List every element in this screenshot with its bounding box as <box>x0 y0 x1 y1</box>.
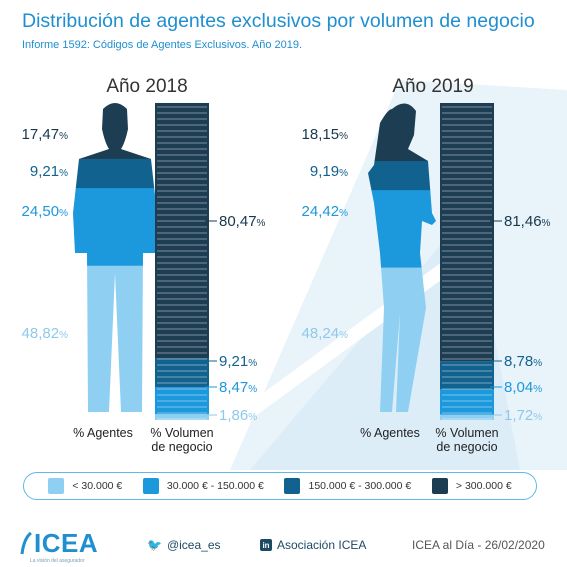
chart-title: Distribución de agentes exclusivos por v… <box>22 10 535 32</box>
agentes-value-label: 17,47% <box>22 126 69 143</box>
agentes-value-label: 9,21% <box>30 163 68 180</box>
legend-swatch <box>284 478 301 494</box>
legend-label: < 30.000 € <box>72 480 123 492</box>
volumen-value-label: 9,21% <box>219 353 257 370</box>
twitter-icon: 🐦 <box>147 538 162 552</box>
volumen-value-label: 1,72% <box>504 407 542 424</box>
x-label-agentes: % Agentes <box>73 426 133 440</box>
icea-logo[interactable]: ICEA La visión del asegurador <box>20 528 99 564</box>
volumen-value-label: 1,86% <box>219 407 257 424</box>
legend-swatch <box>431 478 448 494</box>
twitter-handle: @icea_es <box>166 538 221 552</box>
legend-item-150k-300k: 150.000 € - 300.000 € <box>284 478 411 494</box>
volumen-value-label: 8,47% <box>219 379 257 396</box>
legend-swatch <box>142 478 159 494</box>
legend-label: 150.000 € - 300.000 € <box>308 480 412 492</box>
icea-logo-mark-icon <box>20 532 32 555</box>
legend: < 30.000 € 30.000 € - 150.000 € 150.000 … <box>23 472 537 500</box>
volumen-value-label: 80,47% <box>219 213 266 230</box>
footer: ICEA La visión del asegurador 🐦 @icea_es… <box>0 520 567 567</box>
footer-date: ICEA al Día - 26/02/2020 <box>412 538 545 552</box>
x-label-agentes: % Agentes <box>360 426 420 440</box>
x-label-volumen-line2: de negocio <box>151 440 212 454</box>
volumen-segment <box>440 103 494 362</box>
volumen-segment <box>155 387 209 415</box>
volumen-value-label: 81,46% <box>504 213 551 230</box>
logo-text: ICEA <box>34 528 99 558</box>
legend-item-30k-150k: 30.000 € - 150.000 € <box>142 478 264 494</box>
agentes-segment <box>368 103 436 162</box>
agentes-segment <box>368 267 436 412</box>
agent-silhouette <box>73 103 157 412</box>
agentes-segment <box>73 103 157 159</box>
agent-silhouette <box>368 103 436 412</box>
agentes-segment <box>73 187 157 266</box>
agentes-value-label: 24,42% <box>302 203 349 220</box>
volumen-value-label: 8,78% <box>504 353 542 370</box>
twitter-link[interactable]: 🐦 @icea_es <box>147 538 221 552</box>
year-label: Año 2018 <box>106 76 187 97</box>
agentes-segment <box>368 189 436 268</box>
legend-label: 30.000 € - 150.000 € <box>166 480 264 492</box>
volumen-segment <box>440 389 494 415</box>
legend-swatch <box>48 478 65 494</box>
agentes-value-label: 24,50% <box>22 203 69 220</box>
volumen-segment <box>155 102 209 359</box>
volumen-segment <box>155 358 209 388</box>
volumen-segment <box>155 414 209 420</box>
linkedin-link[interactable]: in Asociación ICEA <box>260 538 366 552</box>
x-label-volumen-line2: de negocio <box>436 440 497 454</box>
agentes-value-label: 48,82% <box>22 325 69 342</box>
linkedin-icon: in <box>260 539 272 551</box>
x-label-volumen-line1: % Volumen <box>150 426 213 440</box>
linkedin-name: Asociación ICEA <box>277 538 367 552</box>
volumen-segment <box>440 414 494 420</box>
agentes-value-label: 18,15% <box>302 126 349 143</box>
agentes-segment <box>73 158 157 189</box>
legend-item-lt-30k: < 30.000 € <box>48 478 122 494</box>
x-label-volumen-line1: % Volumen <box>435 426 498 440</box>
logo-tagline: La visión del asegurador <box>30 558 85 564</box>
chart-area: Año 2018 48,82% 24,50% 9,21% 17,47% 1,86% 8,47… <box>22 76 551 454</box>
agentes-value-label: 9,19% <box>310 163 348 180</box>
legend-item-gt-300k: > 300.000 € <box>431 478 512 494</box>
volumen-segment <box>440 361 494 390</box>
legend-label: > 300.000 € <box>455 480 512 492</box>
volumen-value-label: 8,04% <box>504 379 542 396</box>
year-label: Año 2019 <box>392 76 473 97</box>
chart-subtitle: Informe 1592: Códigos de Agentes Exclusi… <box>22 39 303 51</box>
agentes-segment <box>73 265 157 412</box>
agentes-segment <box>368 160 436 191</box>
agentes-value-label: 48,24% <box>302 325 349 342</box>
